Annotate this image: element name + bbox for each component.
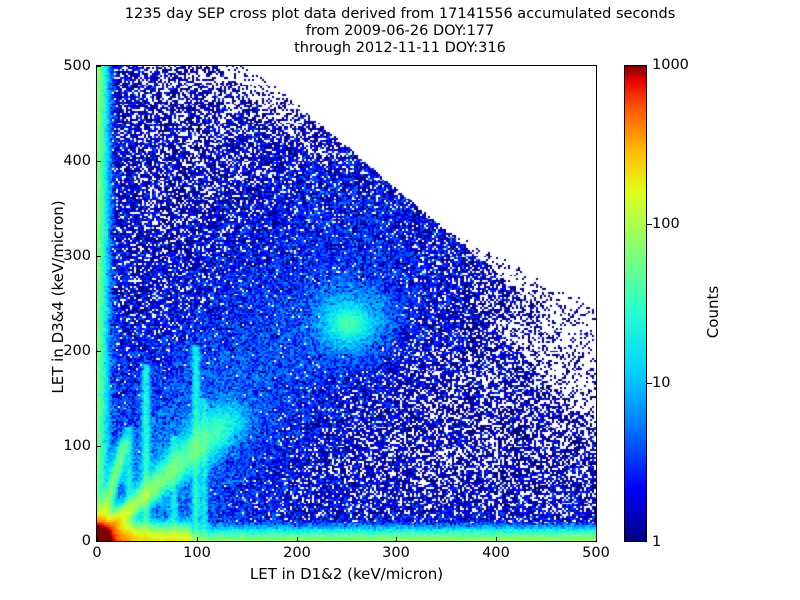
y-tick-label: 300	[63, 248, 91, 264]
title-line-3: through 2012-11-11 DOY:316	[294, 40, 506, 56]
x-tick-label: 100	[183, 545, 211, 561]
y-tick-mark	[97, 541, 101, 542]
density-scatter-plot	[97, 66, 596, 541]
x-tick-mark	[97, 537, 98, 541]
colorbar-label: Counts	[704, 285, 722, 339]
colorbar-tick-label: 100	[652, 216, 680, 232]
x-tick-label: 400	[482, 545, 510, 561]
y-axis-label: LET in D3&4 (keV/micron)	[49, 200, 67, 394]
colorbar-tick-label: 1	[652, 534, 662, 550]
x-tick-mark	[197, 537, 198, 541]
y-tick-mark	[97, 351, 101, 352]
x-tick-mark	[297, 537, 298, 541]
colorbar-tick-label: 1000	[652, 57, 689, 73]
y-tick-mark	[97, 66, 101, 67]
colorbar-tick-mark	[647, 224, 652, 225]
y-tick-label: 400	[63, 153, 91, 169]
title-line-2: from 2009-06-26 DOY:177	[305, 23, 495, 39]
colorbar	[624, 65, 647, 542]
x-axis-label: LET in D1&2 (keV/micron)	[249, 565, 444, 583]
plot-title: 1235 day SEP cross plot data derived fro…	[0, 6, 800, 57]
colorbar-tick-label: 10	[652, 375, 671, 391]
y-tick-mark	[97, 446, 101, 447]
colorbar-tick-mark	[647, 383, 652, 384]
y-tick-label: 0	[81, 533, 91, 549]
y-tick-label: 100	[63, 438, 91, 454]
x-tick-label: 200	[283, 545, 311, 561]
x-tick-label: 500	[582, 545, 610, 561]
y-tick-label: 500	[63, 58, 91, 74]
plot-area	[96, 65, 597, 542]
y-tick-label: 200	[63, 343, 91, 359]
x-tick-mark	[396, 537, 397, 541]
y-tick-mark	[97, 256, 101, 257]
colorbar-gradient	[625, 66, 646, 541]
title-line-1: 1235 day SEP cross plot data derived fro…	[124, 6, 676, 22]
x-tick-label: 300	[382, 545, 410, 561]
x-tick-label: 0	[92, 545, 102, 561]
x-tick-mark	[496, 537, 497, 541]
x-tick-mark	[596, 537, 597, 541]
y-tick-mark	[97, 161, 101, 162]
